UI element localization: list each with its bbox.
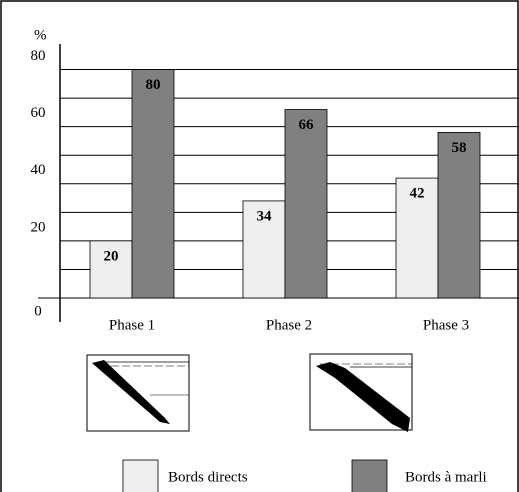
legend-swatch: [122, 459, 159, 492]
value-label: 80: [146, 77, 161, 93]
value-label: 58: [452, 140, 467, 156]
bar: [242, 200, 286, 299]
value-label: 42: [410, 186, 425, 202]
y-axis-label: %: [34, 27, 47, 43]
legend-swatch: [351, 459, 388, 492]
bar: [395, 177, 439, 299]
bar: [284, 109, 328, 299]
value-label: 20: [104, 248, 119, 264]
y-tick-label: 60: [31, 105, 46, 121]
y-tick-label: 20: [31, 219, 46, 235]
value-label: 66: [299, 117, 315, 133]
x-tick-label: Phase 3: [423, 317, 469, 333]
bar: [131, 69, 175, 299]
x-tick-label: Phase 1: [109, 317, 155, 333]
legend-label: Bords directs: [168, 469, 248, 485]
x-tick-label: Phase 2: [266, 317, 312, 333]
y-tick-label: 0: [34, 303, 42, 319]
y-tick-label: 80: [31, 48, 46, 64]
bar: [89, 240, 133, 299]
value-label: 34: [257, 208, 273, 224]
legend-label: Bords à marli: [405, 469, 487, 485]
profile-icon: [86, 354, 190, 432]
y-tick-label: 40: [31, 162, 46, 178]
profile-icon: [309, 353, 413, 432]
bar: [437, 131, 481, 299]
